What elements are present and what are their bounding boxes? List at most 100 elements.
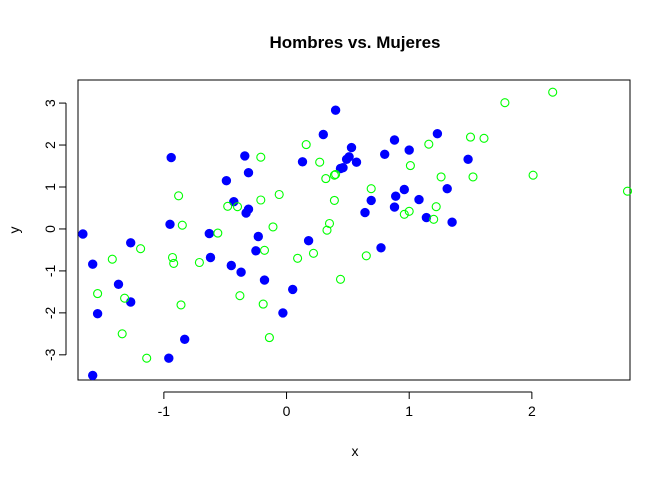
data-point-open — [331, 169, 341, 179]
data-points — [78, 87, 633, 381]
data-point-open — [405, 161, 415, 171]
x-axis-label: x — [352, 443, 359, 459]
y-tick-label: 3 — [42, 99, 58, 107]
data-point-open — [468, 172, 478, 182]
data-point-open — [622, 186, 633, 196]
data-point-open — [308, 248, 319, 258]
data-point-open — [479, 133, 489, 143]
y-tick-label: 0 — [42, 225, 58, 233]
data-point-open — [315, 157, 325, 167]
data-point-open — [259, 245, 270, 255]
data-point-filled — [204, 228, 215, 239]
y-tick-label: 2 — [42, 141, 58, 149]
data-point-filled — [447, 217, 457, 227]
data-point-filled — [243, 204, 254, 214]
data-point-open — [436, 172, 446, 182]
data-point-open — [120, 293, 130, 303]
data-point-open — [177, 220, 187, 230]
data-point-filled — [318, 129, 328, 140]
data-point-open — [399, 209, 409, 219]
data-point-filled — [380, 149, 390, 160]
data-point-open — [329, 195, 339, 205]
data-point-filled — [236, 267, 246, 277]
data-point-filled — [404, 145, 414, 155]
data-point-filled — [205, 252, 216, 263]
data-point-filled — [330, 105, 341, 115]
data-point-open — [361, 251, 371, 261]
data-point-filled — [221, 176, 232, 186]
data-point-filled — [297, 157, 308, 167]
data-point-open — [293, 253, 303, 263]
data-point-open — [136, 244, 146, 254]
data-point-filled — [88, 259, 98, 269]
data-point-filled — [351, 157, 362, 167]
data-point-filled — [226, 260, 237, 271]
data-point-filled — [278, 308, 288, 318]
data-point-open — [232, 202, 243, 212]
y-tick-label: -1 — [42, 264, 58, 277]
data-point-filled — [251, 246, 261, 256]
data-point-open — [274, 189, 284, 200]
data-point-filled — [164, 353, 174, 363]
data-point-open — [194, 257, 204, 268]
x-tick-label: 1 — [405, 403, 413, 419]
data-point-open — [404, 206, 414, 216]
data-point-open — [268, 222, 278, 232]
data-point-filled — [432, 129, 443, 139]
y-axis-label: y — [6, 227, 22, 234]
data-point-filled — [88, 370, 98, 381]
data-point-filled — [92, 309, 103, 319]
data-point-open — [258, 299, 268, 309]
data-point-open — [324, 218, 335, 229]
plot-frame — [77, 79, 631, 381]
data-point-filled — [389, 202, 400, 212]
data-point-open — [429, 214, 439, 224]
data-point-open — [213, 228, 223, 238]
data-point-filled — [442, 184, 452, 194]
data-point-filled — [78, 229, 88, 239]
data-point-open — [235, 291, 245, 301]
data-point-open — [424, 139, 434, 149]
data-point-open — [264, 333, 274, 343]
data-point-open — [548, 87, 558, 97]
data-point-filled — [389, 135, 400, 145]
data-point-filled — [391, 191, 401, 201]
data-point-open — [169, 258, 179, 268]
data-point-filled — [165, 219, 175, 230]
data-point-open — [321, 174, 331, 184]
data-point-open — [117, 329, 127, 339]
data-point-filled — [180, 334, 190, 344]
y-axis: -3 -2 -1 0 1 2 3 — [42, 99, 67, 361]
x-tick-label: -1 — [158, 403, 171, 419]
data-point-filled — [303, 236, 314, 246]
data-point-filled — [463, 154, 473, 165]
data-point-filled — [360, 207, 370, 218]
data-point-filled — [338, 163, 348, 173]
y-tick-label: -3 — [42, 348, 58, 361]
data-point-filled — [346, 142, 357, 153]
data-point-open — [167, 252, 178, 263]
data-point-filled — [366, 195, 376, 206]
chart-title: Hombres vs. Mujeres — [269, 33, 440, 52]
data-point-open — [174, 191, 184, 201]
data-point-filled — [288, 284, 298, 295]
data-point-filled — [126, 297, 136, 307]
data-point-open — [335, 274, 346, 284]
data-point-filled — [126, 238, 136, 248]
data-point-filled — [344, 152, 354, 162]
data-point-open — [329, 170, 339, 180]
data-point-filled — [399, 184, 409, 195]
data-point-filled — [113, 279, 124, 289]
data-point-filled — [243, 168, 254, 178]
data-point-open — [256, 195, 266, 205]
data-point-open — [431, 202, 441, 212]
data-point-open — [93, 289, 103, 299]
data-point-open — [366, 184, 376, 194]
data-point-open — [500, 98, 510, 108]
x-axis: -1 0 1 2 — [158, 391, 536, 419]
data-point-open — [256, 152, 266, 162]
y-tick-label: 1 — [42, 183, 58, 191]
data-point-filled — [253, 231, 263, 242]
data-point-filled — [421, 212, 432, 223]
